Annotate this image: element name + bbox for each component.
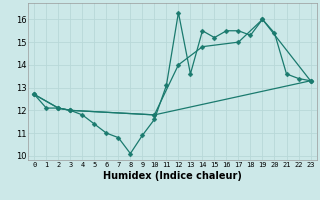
X-axis label: Humidex (Indice chaleur): Humidex (Indice chaleur) xyxy=(103,171,242,181)
